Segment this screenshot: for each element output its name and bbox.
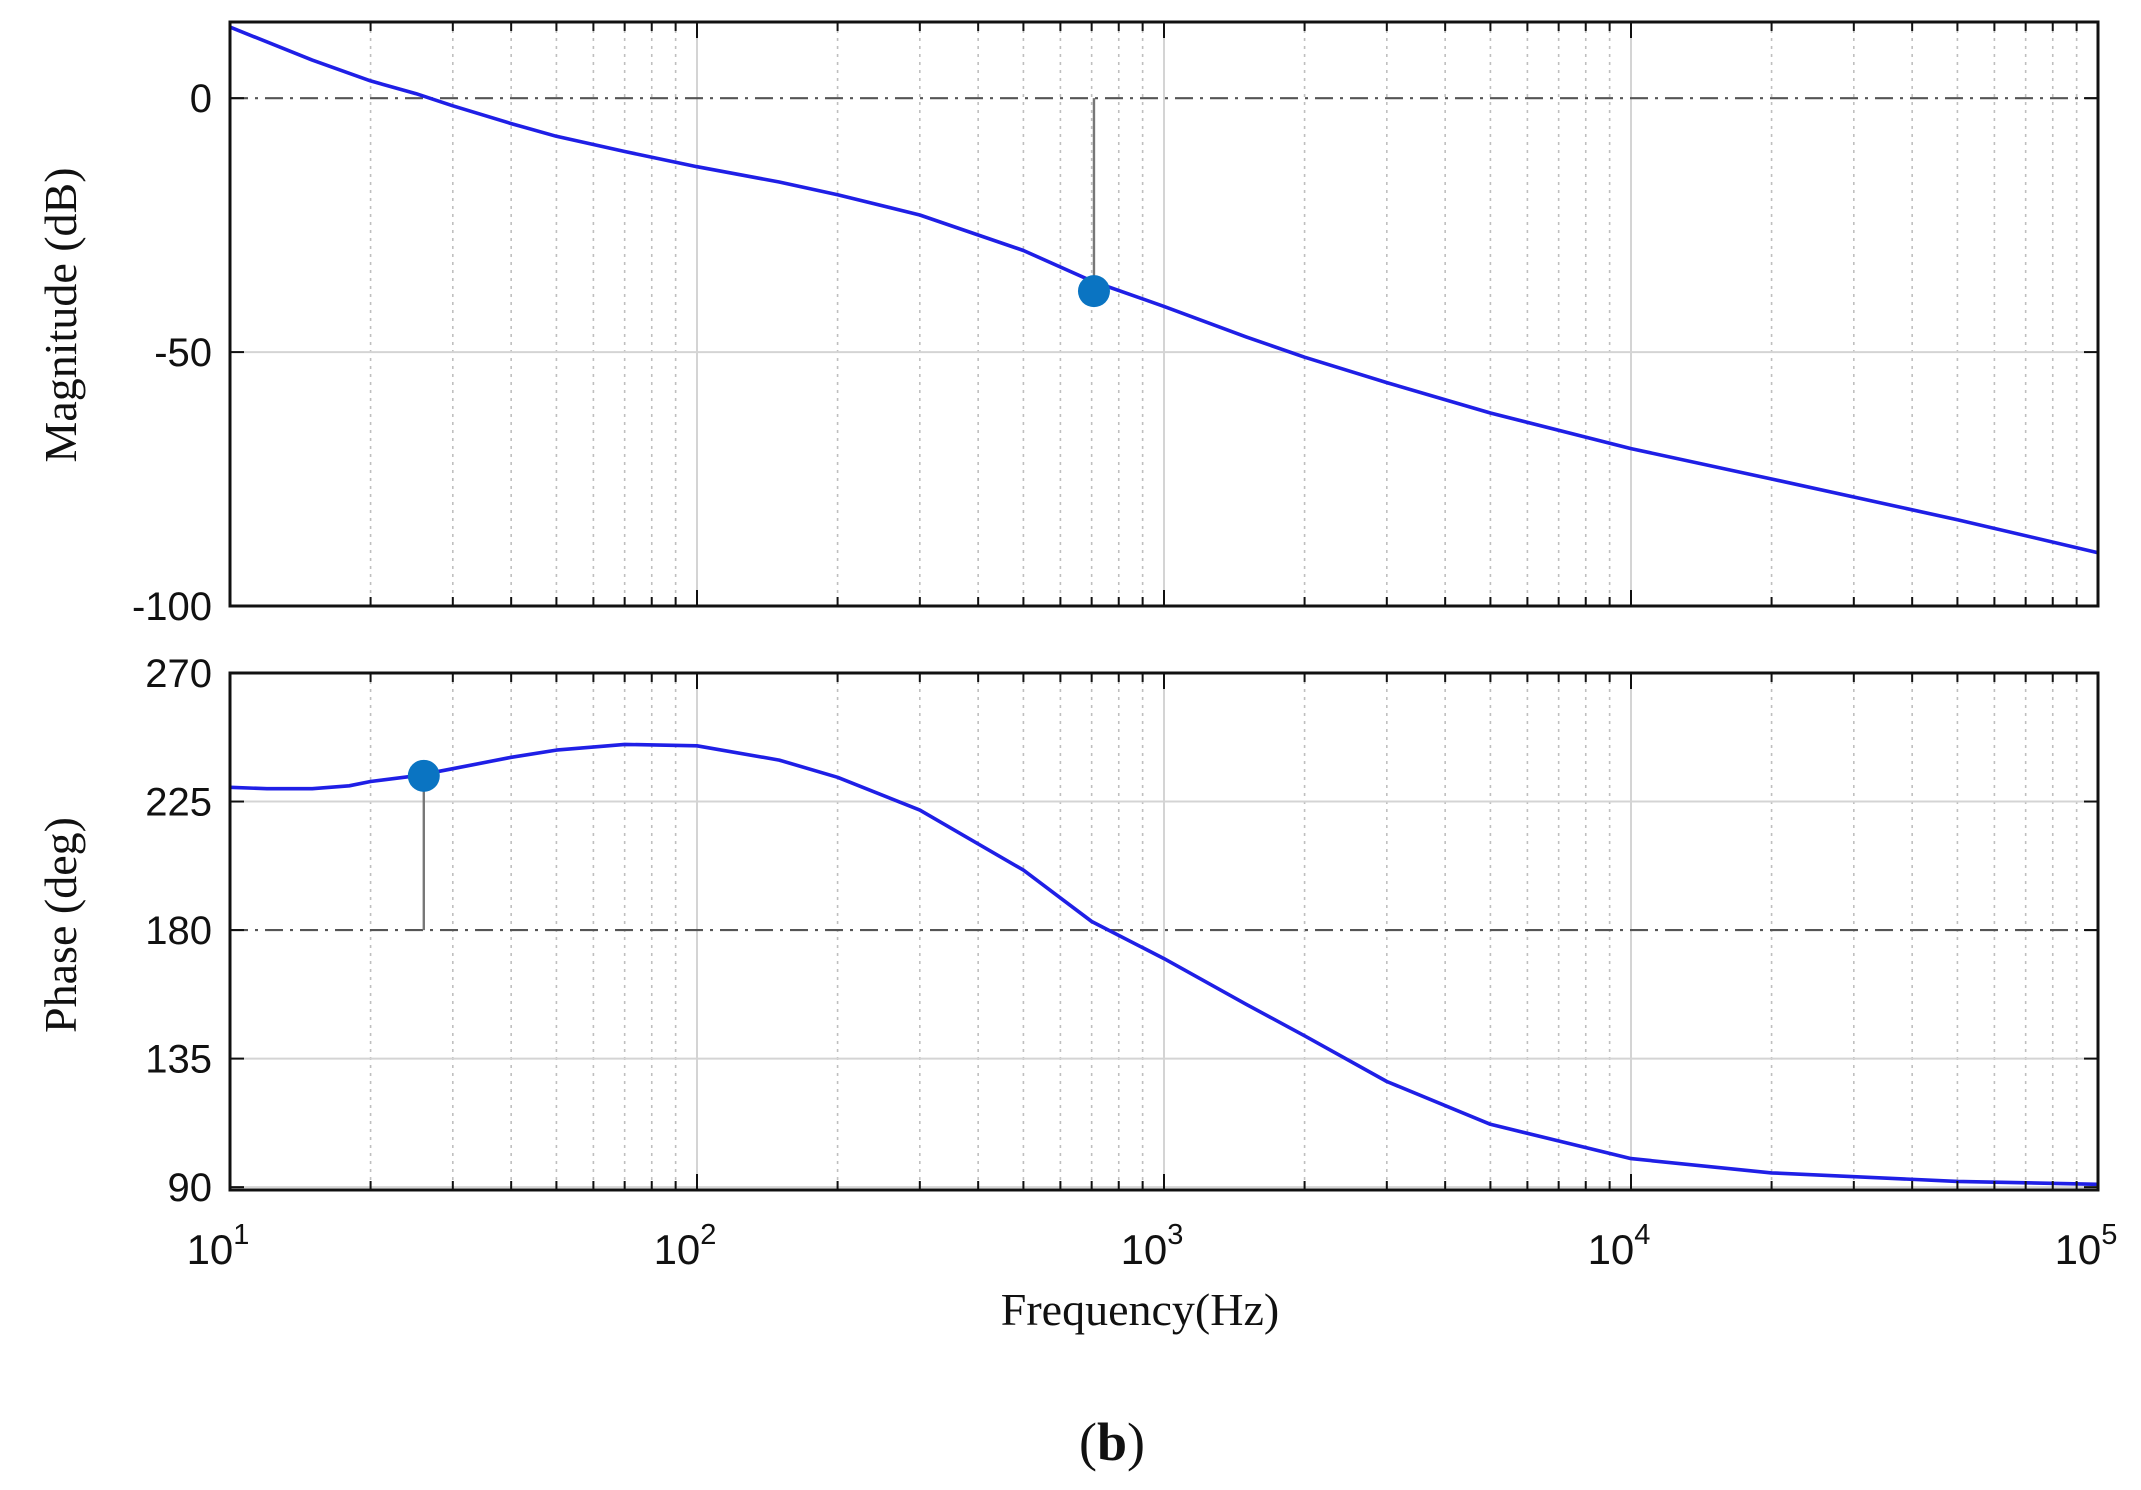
phase-axis-label: Phase (deg) bbox=[35, 817, 86, 1033]
frequency-tick-label: 103 bbox=[1121, 1219, 1184, 1273]
phase-y-tick-label: 270 bbox=[145, 652, 212, 696]
frequency-tick-exponent: 2 bbox=[700, 1219, 716, 1251]
caption-close: ) bbox=[1127, 1412, 1145, 1472]
frequency-tick-base: 10 bbox=[1588, 1226, 1635, 1273]
magnitude-panel: 0 -50 -100 bbox=[132, 20, 2100, 629]
frequency-tick-base: 10 bbox=[654, 1226, 701, 1273]
phase-y-tick-label: 135 bbox=[145, 1038, 212, 1082]
frequency-axis-label: Frequency(Hz) bbox=[1001, 1284, 1279, 1335]
phase-y-tick-label: 225 bbox=[145, 781, 212, 825]
magnitude-y-tick-label: 0 bbox=[190, 77, 212, 121]
frequency-tick-base: 10 bbox=[1121, 1226, 1168, 1273]
frequency-tick-base: 10 bbox=[2055, 1226, 2102, 1273]
magnitude-curve bbox=[229, 25, 2099, 555]
frequency-tick-label: 102 bbox=[654, 1219, 717, 1273]
frequency-tick-label: 104 bbox=[1588, 1219, 1651, 1273]
phase-curve bbox=[229, 742, 2099, 1187]
magnitude-y-tick-label: -100 bbox=[132, 585, 212, 629]
frequency-tick-label: 105 bbox=[2055, 1219, 2118, 1273]
magnitude-axis-label: Magnitude (dB) bbox=[35, 167, 86, 462]
frequency-tick-label: 101 bbox=[187, 1219, 250, 1273]
phase-y-tick-label: 90 bbox=[168, 1166, 213, 1210]
frequency-tick-exponent: 4 bbox=[1634, 1219, 1650, 1251]
magnitude-y-tick-label: -50 bbox=[154, 331, 212, 375]
caption-open: ( bbox=[1079, 1412, 1097, 1472]
frequency-tick-exponent: 5 bbox=[2101, 1219, 2117, 1251]
frequency-tick-base: 10 bbox=[187, 1226, 234, 1273]
caption-letter: b bbox=[1097, 1412, 1127, 1472]
magnitude-marker-point bbox=[1077, 275, 1110, 308]
phase-marker-point bbox=[407, 759, 440, 792]
figure-caption: (b) bbox=[1079, 1412, 1145, 1472]
frequency-tick-exponent: 1 bbox=[233, 1219, 249, 1251]
frequency-tick-exponent: 3 bbox=[1167, 1219, 1183, 1251]
phase-y-tick-label: 180 bbox=[145, 909, 212, 953]
